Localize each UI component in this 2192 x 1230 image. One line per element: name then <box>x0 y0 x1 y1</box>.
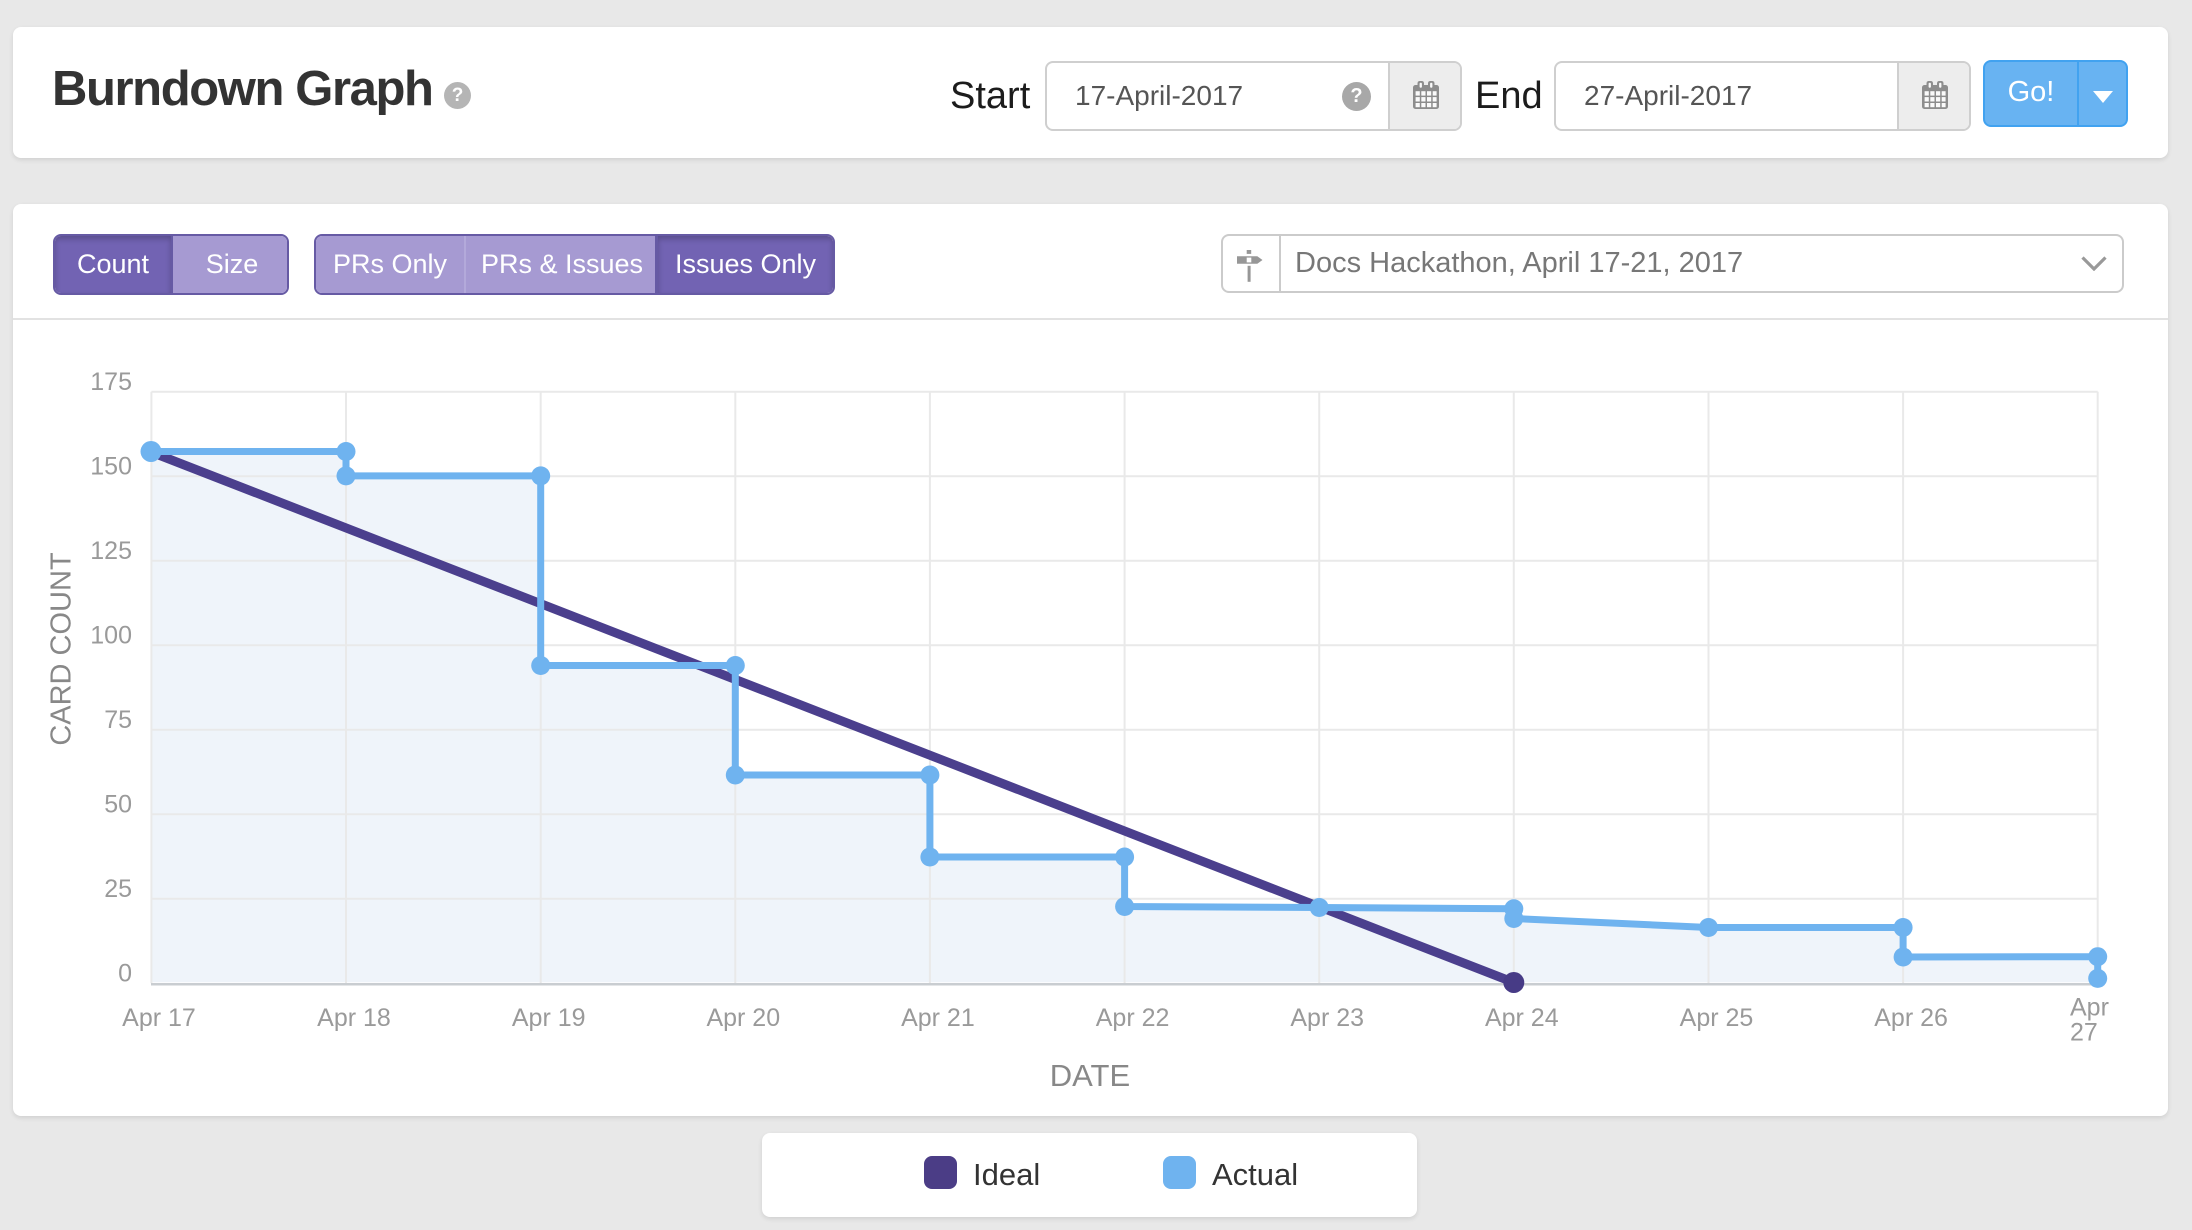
svg-text:Apr 18: Apr 18 <box>317 1004 391 1032</box>
svg-text:Apr 21: Apr 21 <box>901 1004 975 1032</box>
svg-text:75: 75 <box>104 706 132 734</box>
svg-text:27: 27 <box>2070 1019 2098 1047</box>
svg-text:150: 150 <box>90 452 132 480</box>
svg-text:Apr: Apr <box>2070 994 2109 1022</box>
svg-text:Apr 20: Apr 20 <box>706 1004 780 1032</box>
svg-text:CARD COUNT: CARD COUNT <box>46 552 78 746</box>
svg-text:Apr 24: Apr 24 <box>1485 1004 1559 1032</box>
svg-text:Apr 25: Apr 25 <box>1680 1004 1754 1032</box>
svg-text:175: 175 <box>90 368 132 396</box>
svg-text:Apr 17: Apr 17 <box>122 1004 196 1032</box>
svg-text:25: 25 <box>104 875 132 903</box>
svg-text:Apr 22: Apr 22 <box>1096 1004 1170 1032</box>
svg-text:DATE: DATE <box>1050 1058 1130 1093</box>
svg-text:100: 100 <box>90 621 132 649</box>
svg-text:0: 0 <box>118 959 132 987</box>
svg-text:Apr 19: Apr 19 <box>512 1004 586 1032</box>
svg-text:125: 125 <box>90 537 132 565</box>
svg-text:Apr 23: Apr 23 <box>1290 1004 1364 1032</box>
svg-text:50: 50 <box>104 790 132 818</box>
svg-text:Apr 26: Apr 26 <box>1874 1004 1948 1032</box>
